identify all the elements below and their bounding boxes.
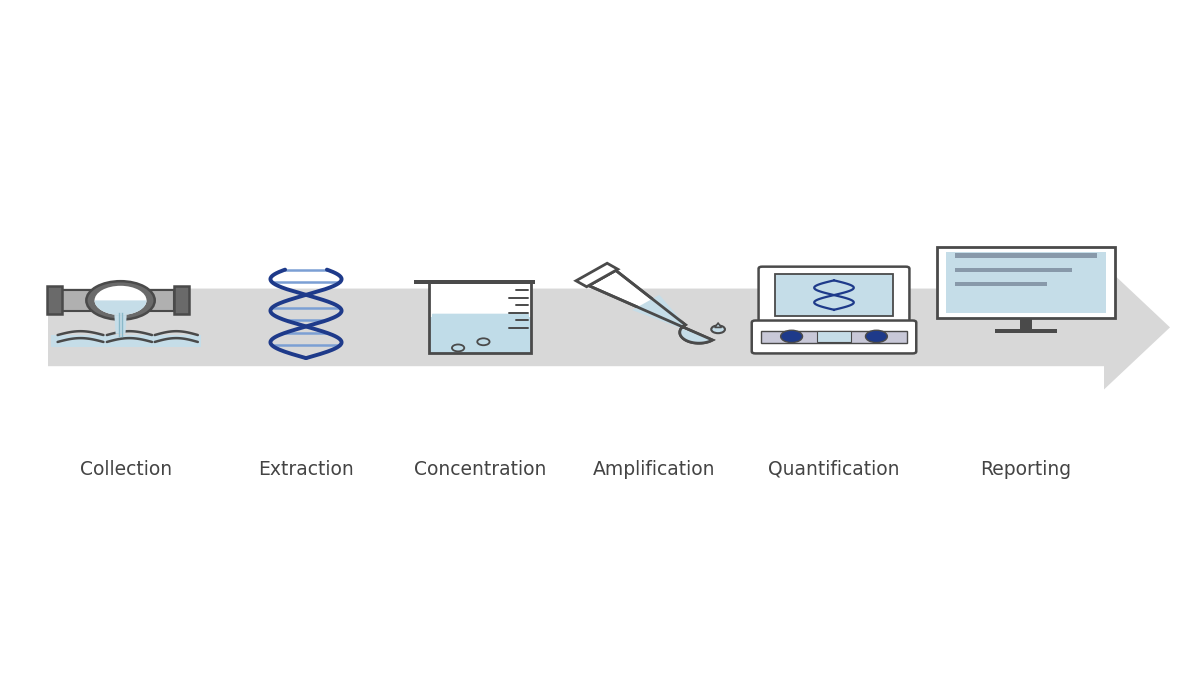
- FancyBboxPatch shape: [47, 286, 62, 315]
- FancyBboxPatch shape: [425, 280, 535, 284]
- Polygon shape: [414, 280, 428, 284]
- FancyBboxPatch shape: [955, 281, 1048, 286]
- FancyBboxPatch shape: [62, 290, 100, 311]
- FancyBboxPatch shape: [955, 267, 1072, 272]
- FancyBboxPatch shape: [937, 246, 1115, 318]
- FancyBboxPatch shape: [174, 286, 188, 315]
- FancyBboxPatch shape: [817, 331, 851, 342]
- Circle shape: [95, 286, 146, 315]
- Polygon shape: [95, 300, 146, 315]
- Text: Collection: Collection: [80, 460, 172, 479]
- Polygon shape: [48, 265, 1170, 389]
- Polygon shape: [428, 317, 532, 352]
- FancyBboxPatch shape: [946, 252, 1106, 313]
- FancyBboxPatch shape: [995, 329, 1057, 333]
- FancyBboxPatch shape: [761, 331, 907, 343]
- Text: Extraction: Extraction: [258, 460, 354, 479]
- FancyBboxPatch shape: [758, 267, 910, 325]
- Circle shape: [86, 281, 155, 320]
- Circle shape: [781, 330, 803, 342]
- Text: Reporting: Reporting: [980, 460, 1072, 479]
- FancyBboxPatch shape: [50, 335, 202, 346]
- Polygon shape: [428, 281, 532, 352]
- Polygon shape: [576, 263, 618, 287]
- FancyBboxPatch shape: [1020, 318, 1032, 329]
- Circle shape: [865, 330, 887, 342]
- Polygon shape: [715, 323, 721, 327]
- Text: Concentration: Concentration: [414, 460, 546, 479]
- Text: Quantification: Quantification: [768, 460, 900, 479]
- Polygon shape: [114, 315, 127, 334]
- Polygon shape: [632, 295, 713, 343]
- FancyBboxPatch shape: [955, 253, 1097, 258]
- FancyBboxPatch shape: [775, 274, 893, 316]
- FancyBboxPatch shape: [143, 290, 174, 311]
- Circle shape: [712, 325, 725, 333]
- FancyBboxPatch shape: [751, 321, 917, 354]
- Polygon shape: [589, 271, 713, 343]
- Text: Amplification: Amplification: [593, 460, 715, 479]
